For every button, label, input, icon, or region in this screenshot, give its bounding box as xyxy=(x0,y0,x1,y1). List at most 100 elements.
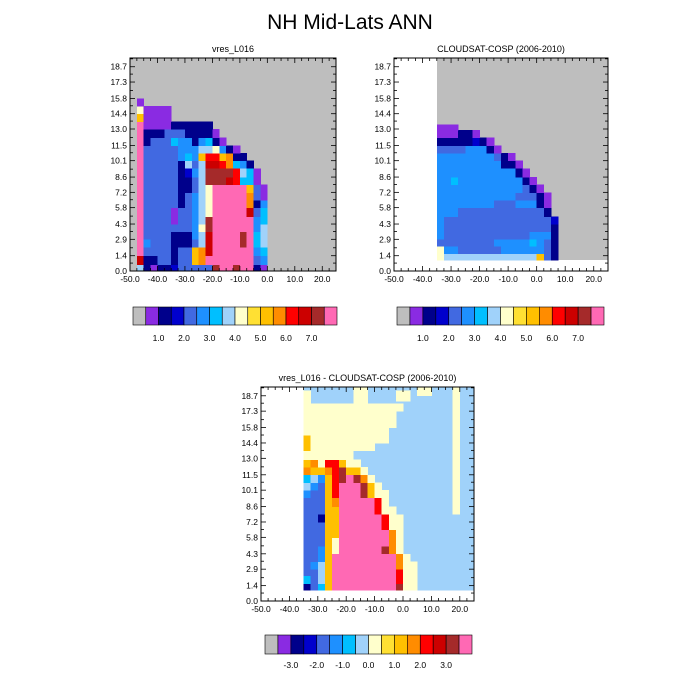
heatmap-cell xyxy=(233,168,241,178)
heatmap-cell xyxy=(219,231,227,240)
heatmap-cell xyxy=(303,575,312,584)
heatmap-cell xyxy=(508,184,516,193)
heatmap-cell xyxy=(310,419,319,428)
y-tick-label: 10.1 xyxy=(374,156,391,166)
x-tick-label: -10.0 xyxy=(365,604,385,614)
heatmap-cell xyxy=(443,239,452,247)
heatmap-cell xyxy=(143,113,151,122)
heatmap-cell xyxy=(171,129,179,139)
heatmap-cell xyxy=(501,245,509,254)
heatmap-cell xyxy=(150,207,158,217)
x-tick-label: -50.0 xyxy=(120,274,140,284)
heatmap-cell xyxy=(465,231,473,240)
heatmap-cell xyxy=(493,207,502,217)
subplot-title: CLOUDSAT-COSP (2006-2010) xyxy=(437,44,565,54)
y-tick-label: 2.9 xyxy=(246,564,258,574)
heatmap-cell xyxy=(324,537,333,547)
heatmap-cell xyxy=(472,184,480,193)
x-tick-label: -50.0 xyxy=(251,604,271,614)
heatmap-cell xyxy=(310,583,319,591)
heatmap-cell xyxy=(508,153,516,162)
heatmap-cell xyxy=(353,506,361,515)
heatmap-cell xyxy=(501,153,509,162)
heatmap-cell xyxy=(212,231,220,240)
heatmap-cell xyxy=(205,216,213,225)
heatmap-cell xyxy=(317,553,326,562)
heatmap-cell xyxy=(226,264,234,272)
heatmap-cell xyxy=(317,450,326,460)
heatmap-cell xyxy=(374,514,383,523)
x-tick-label: -30.0 xyxy=(175,274,195,284)
heatmap-cell xyxy=(150,239,158,248)
heatmap-cell xyxy=(374,497,383,508)
y-tick-label: 4.3 xyxy=(246,549,258,559)
heatmap-cell xyxy=(381,514,390,523)
heatmap-cell xyxy=(388,529,397,538)
heatmap-cell xyxy=(472,177,480,186)
heatmap-cell xyxy=(303,529,312,538)
heatmap-cell xyxy=(436,177,445,186)
heatmap-cell xyxy=(395,569,404,577)
heatmap-cell xyxy=(143,207,151,217)
heatmap-cell xyxy=(171,246,179,257)
heatmap-cell xyxy=(403,569,411,577)
heatmap-cell xyxy=(367,561,375,570)
heatmap-cell xyxy=(486,200,495,209)
heatmap-cell xyxy=(451,177,459,186)
heatmap-cell xyxy=(346,442,354,452)
heatmap-cell xyxy=(212,168,220,178)
heatmap-cell xyxy=(171,239,179,248)
heatmap-cell xyxy=(451,130,459,139)
heatmap-cell xyxy=(143,168,151,178)
heatmap-cell xyxy=(339,537,347,547)
heatmap-cell xyxy=(395,583,404,591)
heatmap-cell xyxy=(303,467,312,476)
colorbar-swatch xyxy=(590,306,605,326)
heatmap-cell xyxy=(198,129,206,139)
heatmap-cell xyxy=(246,264,254,272)
heatmap-cell xyxy=(395,561,404,570)
heatmap-cell xyxy=(212,264,220,272)
heatmap-cell xyxy=(171,231,179,240)
heatmap-cell xyxy=(458,145,466,154)
heatmap-cell xyxy=(157,192,165,201)
heatmap-cell xyxy=(536,253,545,261)
heatmap-cell xyxy=(522,177,530,186)
heatmap-cell xyxy=(239,207,248,217)
heatmap-cell xyxy=(226,200,234,209)
heatmap-cell xyxy=(219,145,227,154)
heatmap-cell xyxy=(143,137,151,146)
heatmap-cell xyxy=(543,224,552,233)
y-tick-label: 8.6 xyxy=(379,172,391,182)
colorbar-swatch xyxy=(272,306,287,326)
heatmap-cell xyxy=(253,177,261,186)
heatmap-cell xyxy=(310,514,319,523)
heatmap-cell xyxy=(253,184,261,193)
heatmap-cell xyxy=(143,106,151,115)
heatmap-cell xyxy=(136,216,145,225)
heatmap-cell xyxy=(136,246,145,257)
heatmap-cell xyxy=(212,129,220,139)
heatmap-cell xyxy=(367,529,375,538)
colorbar-label: 4.0 xyxy=(495,333,507,343)
heatmap-cell xyxy=(226,216,234,225)
y-tick-label: 14.4 xyxy=(241,438,258,448)
heatmap-cell xyxy=(339,450,347,460)
heatmap-cell xyxy=(346,474,354,483)
heatmap-cell xyxy=(178,246,186,257)
heatmap-cell xyxy=(191,153,200,162)
heatmap-cell xyxy=(353,583,361,591)
heatmap-cell xyxy=(395,403,404,412)
colorbar-swatch xyxy=(264,634,279,655)
heatmap-cell xyxy=(184,246,193,257)
heatmap-cell xyxy=(443,231,452,240)
heatmap-cell xyxy=(253,168,261,178)
colorbar-label: 2.0 xyxy=(443,333,455,343)
heatmap-cell xyxy=(443,130,452,139)
heatmap-cell xyxy=(360,575,368,584)
heatmap-cell xyxy=(346,553,354,562)
heatmap-cell xyxy=(472,231,480,240)
heatmap-cell xyxy=(303,395,312,404)
heatmap-cell xyxy=(360,514,368,523)
heatmap-cell xyxy=(150,137,158,146)
